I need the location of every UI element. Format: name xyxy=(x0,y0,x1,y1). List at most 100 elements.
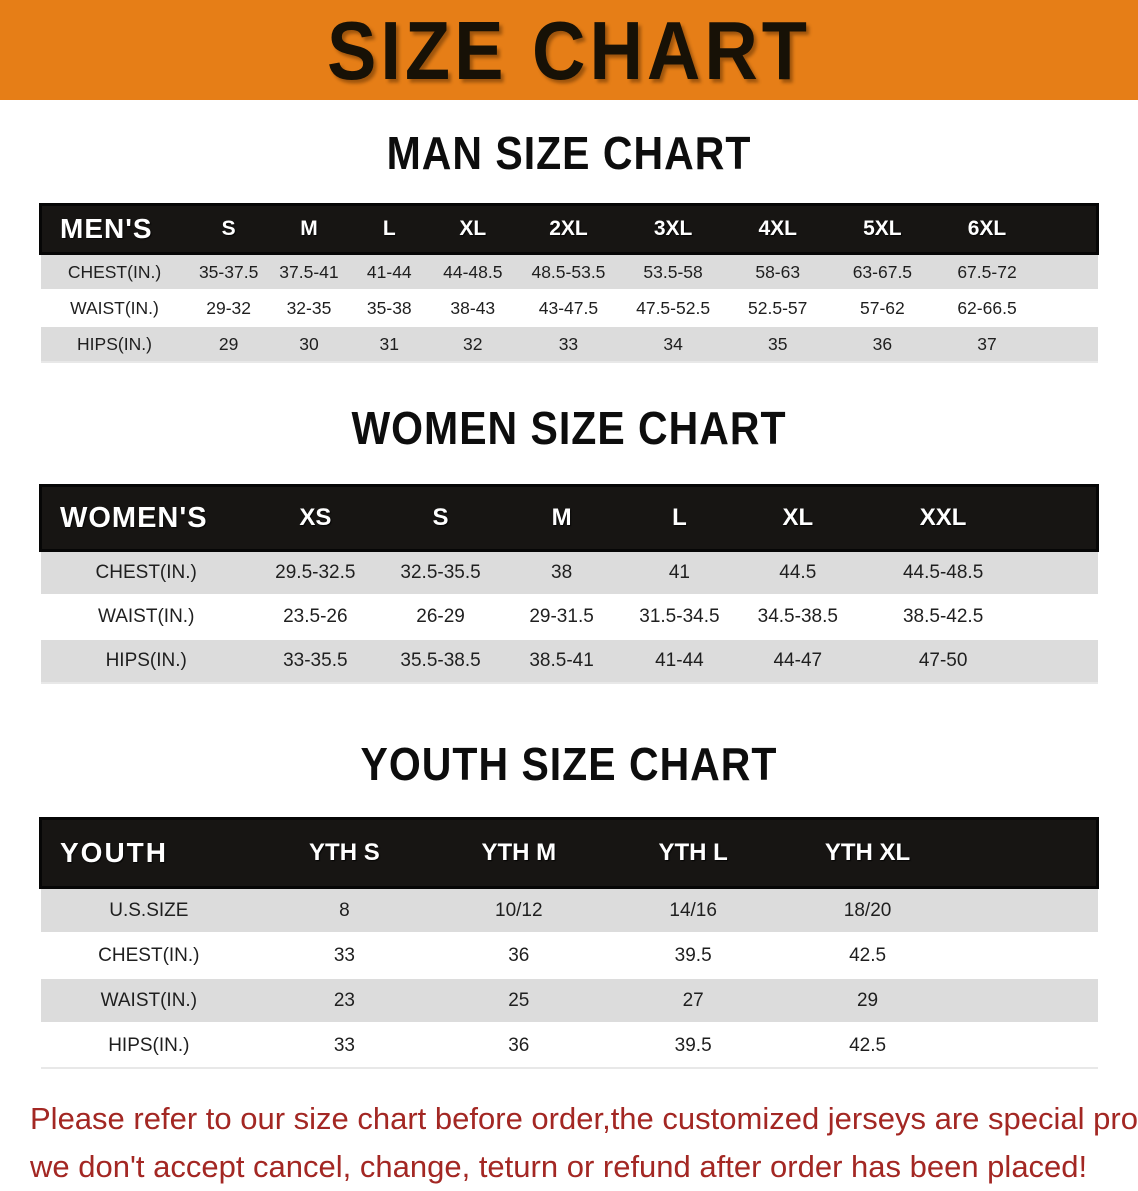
cell: 35-38 xyxy=(349,290,430,327)
cell: 35 xyxy=(725,326,831,363)
men-section-heading: MAN SIZE CHART xyxy=(386,127,752,179)
cell: 8 xyxy=(257,887,432,934)
cell: 63-67.5 xyxy=(830,253,935,291)
cell: 41-44 xyxy=(349,253,430,291)
youth-chest-row: CHEST(IN.) 33 36 39.5 42.5 xyxy=(40,933,1098,979)
women-col-s: S xyxy=(378,484,503,552)
cell: 30 xyxy=(268,326,350,363)
cell: 31 xyxy=(349,326,430,363)
cell: 32.5-35.5 xyxy=(378,550,503,596)
cell: 67.5-72 xyxy=(934,253,1040,291)
spacer-cell xyxy=(954,817,1099,889)
cell: 41 xyxy=(620,550,739,596)
spacer-cell xyxy=(1039,203,1100,255)
youth-header-label: YOUTH xyxy=(39,817,258,889)
row-label: HIPS(IN.) xyxy=(40,1023,258,1069)
banner-title: SIZE CHART xyxy=(327,3,811,97)
youth-col-s: YTH S xyxy=(257,817,432,889)
youth-ussize-row: U.S.SIZE 8 10/12 14/16 18/20 xyxy=(40,887,1098,934)
women-hips-row: HIPS(IN.) 33-35.5 35.5-38.5 38.5-41 41-4… xyxy=(40,639,1098,684)
cell: 44-48.5 xyxy=(429,253,517,291)
women-col-xs: XS xyxy=(251,484,379,552)
cell: 42.5 xyxy=(780,933,955,979)
men-size-table: MEN'S S M L XL 2XL 3XL 4XL 5XL 6XL CHEST… xyxy=(39,203,1100,363)
cell: 52.5-57 xyxy=(725,290,831,327)
youth-header-row: YOUTH YTH S YTH M YTH L YTH XL xyxy=(39,817,1099,889)
cell: 34 xyxy=(620,326,726,363)
spacer-cell xyxy=(954,933,1098,979)
cell: 38-43 xyxy=(429,290,517,327)
row-label: HIPS(IN.) xyxy=(40,326,189,363)
youth-section-heading: YOUTH SIZE CHART xyxy=(360,738,778,791)
cell: 34.5-38.5 xyxy=(738,595,858,640)
cell: 36 xyxy=(431,933,606,979)
row-label: CHEST(IN.) xyxy=(40,550,252,596)
row-label: WAIST(IN.) xyxy=(40,595,252,640)
cell: 32-35 xyxy=(268,290,350,327)
row-label: WAIST(IN.) xyxy=(40,978,258,1024)
cell: 29 xyxy=(780,978,955,1024)
cell: 37 xyxy=(934,326,1040,363)
cell: 43-47.5 xyxy=(516,290,621,327)
youth-col-m: YTH M xyxy=(431,817,606,889)
cell: 25 xyxy=(431,978,606,1024)
men-col-4xl: 4XL xyxy=(725,203,831,255)
spacer-cell xyxy=(1039,290,1098,327)
women-header-row: WOMEN'S XS S M L XL XXL xyxy=(38,484,1099,552)
cell: 44.5 xyxy=(738,550,858,596)
cell: 18/20 xyxy=(780,887,955,934)
youth-hips-row: HIPS(IN.) 33 36 39.5 42.5 xyxy=(40,1023,1098,1069)
spacer-cell xyxy=(954,1023,1098,1069)
row-label: HIPS(IN.) xyxy=(40,639,252,684)
cell: 44-47 xyxy=(738,639,858,684)
women-col-xxl: XXL xyxy=(857,484,1029,552)
men-col-5xl: 5XL xyxy=(830,203,935,255)
youth-col-l: YTH L xyxy=(605,817,781,889)
cell: 44.5-48.5 xyxy=(857,550,1029,596)
men-hips-row: HIPS(IN.) 29 30 31 32 33 34 35 36 37 xyxy=(40,326,1098,363)
cell: 29-31.5 xyxy=(502,595,621,640)
cell: 31.5-34.5 xyxy=(620,595,739,640)
spacer-cell xyxy=(1028,595,1098,640)
spacer-cell xyxy=(1039,253,1098,291)
cell: 38.5-41 xyxy=(502,639,621,684)
women-size-table: WOMEN'S XS S M L XL XXL CHEST(IN.) 29.5-… xyxy=(38,484,1099,684)
men-col-3xl: 3XL xyxy=(620,203,726,255)
men-col-xl: XL xyxy=(429,203,517,255)
cell: 23 xyxy=(257,978,432,1024)
cell: 33-35.5 xyxy=(251,639,379,684)
cell: 53.5-58 xyxy=(620,253,726,291)
spacer-cell xyxy=(1028,550,1098,596)
cell: 29-32 xyxy=(188,290,269,327)
cell: 39.5 xyxy=(605,933,781,979)
order-policy-line-2: we don't accept cancel, change, teturn o… xyxy=(30,1149,1088,1184)
row-label: CHEST(IN.) xyxy=(40,933,258,979)
men-col-m: M xyxy=(268,203,350,255)
cell: 10/12 xyxy=(431,887,606,934)
women-waist-row: WAIST(IN.) 23.5-26 26-29 29-31.5 31.5-34… xyxy=(40,595,1098,640)
cell: 29.5-32.5 xyxy=(251,550,379,596)
men-chest-row: CHEST(IN.) 35-37.5 37.5-41 41-44 44-48.5… xyxy=(40,253,1098,291)
spacer-cell xyxy=(954,978,1098,1024)
cell: 32 xyxy=(429,326,517,363)
spacer-cell xyxy=(1039,326,1098,363)
cell: 37.5-41 xyxy=(268,253,350,291)
cell: 33 xyxy=(257,1023,432,1069)
order-policy-note: Please refer to our size chart before or… xyxy=(0,1069,1138,1191)
cell: 36 xyxy=(431,1023,606,1069)
cell: 41-44 xyxy=(620,639,739,684)
cell: 58-63 xyxy=(725,253,831,291)
men-col-6xl: 6XL xyxy=(934,203,1040,255)
women-section-heading: WOMEN SIZE CHART xyxy=(351,402,787,455)
women-col-l: L xyxy=(620,484,739,552)
youth-waist-row: WAIST(IN.) 23 25 27 29 xyxy=(40,978,1098,1024)
row-label: CHEST(IN.) xyxy=(40,253,189,291)
cell: 35-37.5 xyxy=(188,253,269,291)
order-policy-line-1: Please refer to our size chart before or… xyxy=(30,1101,1138,1136)
cell: 47-50 xyxy=(857,639,1029,684)
women-header-label: WOMEN'S xyxy=(38,484,252,552)
women-col-xl: XL xyxy=(738,484,858,552)
cell: 39.5 xyxy=(605,1023,781,1069)
men-col-s: S xyxy=(188,203,269,255)
cell: 57-62 xyxy=(830,290,935,327)
